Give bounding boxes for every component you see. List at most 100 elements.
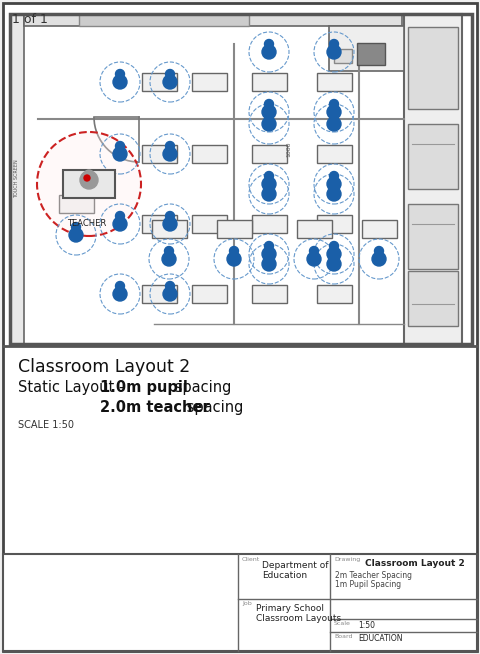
Bar xyxy=(297,220,332,238)
Circle shape xyxy=(80,171,98,189)
Circle shape xyxy=(264,111,274,120)
Circle shape xyxy=(262,177,276,191)
Circle shape xyxy=(166,141,175,150)
Circle shape xyxy=(329,241,338,250)
Bar xyxy=(404,14,462,344)
Text: 2m Teacher Spacing: 2m Teacher Spacing xyxy=(335,571,412,580)
Circle shape xyxy=(329,39,338,48)
Circle shape xyxy=(166,281,175,290)
Bar xyxy=(63,170,115,198)
Text: Client: Client xyxy=(242,557,260,562)
Circle shape xyxy=(310,247,319,256)
Circle shape xyxy=(37,132,141,236)
Circle shape xyxy=(113,287,127,301)
Text: SCALE 1:50: SCALE 1:50 xyxy=(18,420,74,430)
Text: Classroom Layout 2: Classroom Layout 2 xyxy=(18,358,190,376)
Text: 1:50: 1:50 xyxy=(358,621,375,630)
Circle shape xyxy=(327,247,341,261)
Bar xyxy=(408,271,458,326)
Circle shape xyxy=(116,211,124,220)
Circle shape xyxy=(84,170,94,180)
Text: spacing: spacing xyxy=(170,380,231,395)
Text: Primary School: Primary School xyxy=(256,604,324,613)
Bar xyxy=(10,14,472,344)
Text: 2.0m teacher: 2.0m teacher xyxy=(100,400,210,415)
Circle shape xyxy=(229,247,239,256)
Circle shape xyxy=(162,252,176,266)
Circle shape xyxy=(69,228,83,242)
Circle shape xyxy=(113,147,127,161)
Bar xyxy=(252,215,287,233)
Circle shape xyxy=(262,187,276,201)
Text: Job: Job xyxy=(242,601,252,606)
Circle shape xyxy=(327,45,341,59)
Text: 1.0m pupil: 1.0m pupil xyxy=(100,380,188,395)
Circle shape xyxy=(166,211,175,220)
Circle shape xyxy=(327,105,341,119)
Text: Department of: Department of xyxy=(262,561,328,570)
Bar xyxy=(142,145,177,163)
Bar xyxy=(152,220,187,238)
Circle shape xyxy=(264,99,274,109)
Text: TOUCH SCREEN: TOUCH SCREEN xyxy=(14,160,20,198)
Circle shape xyxy=(329,252,338,260)
Circle shape xyxy=(72,222,81,232)
Bar xyxy=(59,195,94,213)
Circle shape xyxy=(329,182,338,190)
Bar xyxy=(329,26,404,71)
Bar xyxy=(10,14,472,344)
Circle shape xyxy=(327,257,341,271)
Text: Classroom Layout 2: Classroom Layout 2 xyxy=(365,559,465,568)
Circle shape xyxy=(262,105,276,119)
Bar xyxy=(24,14,402,26)
Bar xyxy=(317,285,352,303)
Bar xyxy=(408,124,458,189)
Bar xyxy=(317,73,352,91)
Circle shape xyxy=(374,247,384,256)
Circle shape xyxy=(329,111,338,120)
Circle shape xyxy=(262,45,276,59)
Circle shape xyxy=(372,252,386,266)
Circle shape xyxy=(327,117,341,131)
Bar xyxy=(142,73,177,91)
Bar xyxy=(408,204,458,269)
Bar xyxy=(252,285,287,303)
Bar xyxy=(408,27,458,109)
Circle shape xyxy=(264,182,274,190)
Circle shape xyxy=(227,252,241,266)
Circle shape xyxy=(163,287,177,301)
Bar xyxy=(357,43,385,65)
Bar xyxy=(252,145,287,163)
Circle shape xyxy=(163,75,177,89)
Text: 1000: 1000 xyxy=(287,141,291,157)
Bar xyxy=(142,215,177,233)
Bar xyxy=(192,145,227,163)
Bar xyxy=(3,554,477,651)
Bar xyxy=(317,145,352,163)
Circle shape xyxy=(166,69,175,78)
Bar xyxy=(192,285,227,303)
Bar xyxy=(79,14,249,26)
Bar xyxy=(10,14,24,344)
Circle shape xyxy=(84,175,90,181)
Circle shape xyxy=(163,147,177,161)
Circle shape xyxy=(163,217,177,231)
Circle shape xyxy=(165,247,173,256)
Circle shape xyxy=(264,241,274,250)
Circle shape xyxy=(116,69,124,78)
Bar xyxy=(252,73,287,91)
Circle shape xyxy=(264,171,274,181)
Text: Education: Education xyxy=(262,571,307,580)
Circle shape xyxy=(264,252,274,260)
Bar xyxy=(317,215,352,233)
Text: 1m Pupil Spacing: 1m Pupil Spacing xyxy=(335,580,401,589)
Circle shape xyxy=(327,177,341,191)
Text: Board: Board xyxy=(334,634,352,639)
Circle shape xyxy=(262,257,276,271)
Bar xyxy=(334,49,352,63)
Circle shape xyxy=(262,117,276,131)
Circle shape xyxy=(329,99,338,109)
Circle shape xyxy=(113,217,127,231)
Circle shape xyxy=(329,171,338,181)
Bar xyxy=(142,285,177,303)
